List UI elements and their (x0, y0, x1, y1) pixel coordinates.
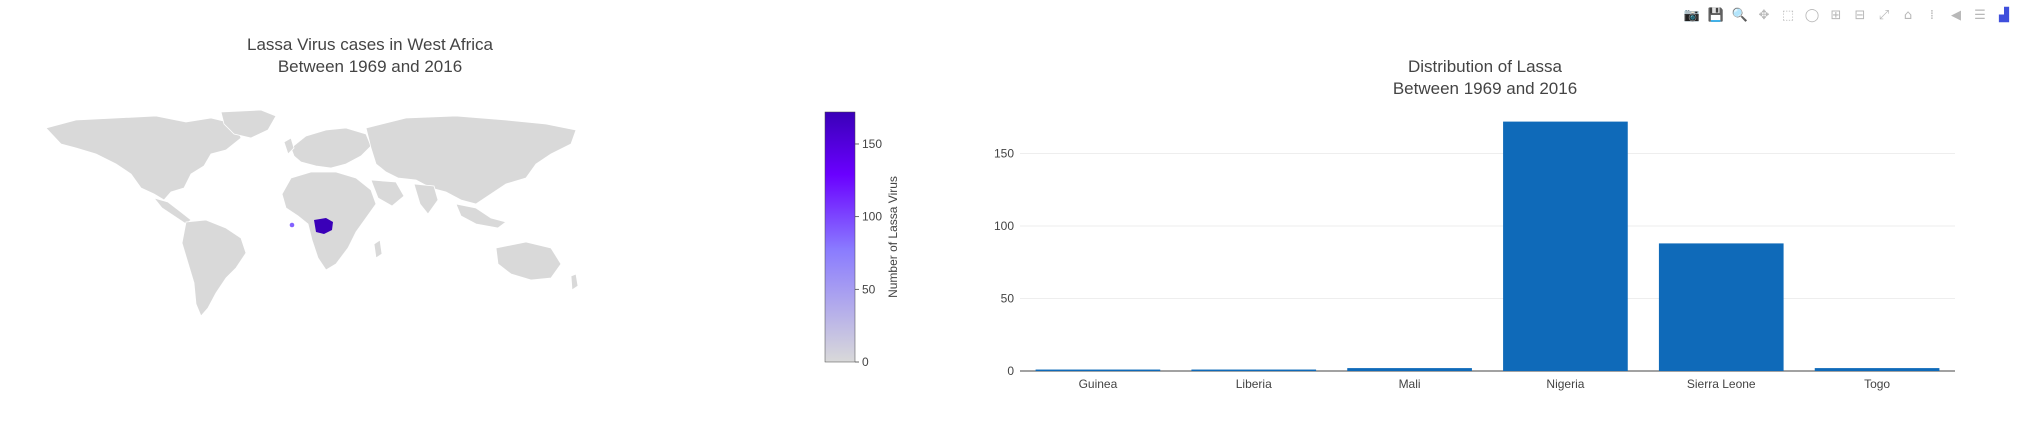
autoscale-icon[interactable]: ⤢ (1878, 7, 1890, 23)
camera-icon[interactable]: 📷 (1683, 7, 1701, 23)
bar-title-line2: Between 1969 and 2016 (1392, 79, 1578, 98)
bar-x-tick-label: Guinea (1079, 377, 1118, 391)
colorbar-tick-label: 150 (862, 137, 882, 151)
bar-gridlines (1020, 153, 1955, 372)
bar-x-tick-label: Togo (1864, 377, 1890, 391)
sierra-leone-region[interactable] (289, 222, 295, 228)
australia-land (495, 241, 562, 281)
central-america-land (152, 197, 192, 225)
bar-y-ticks: 0 50 100 150 (994, 147, 1014, 379)
bar-guinea[interactable] (1035, 369, 1161, 372)
map-title-line2: Between 1969 and 2016 (277, 57, 463, 76)
spike-lines-icon[interactable]: ⁞ (1929, 7, 1935, 23)
bar-title-line1: Distribution of Lassa (1407, 57, 1563, 76)
bar-liberia[interactable] (1191, 369, 1317, 372)
north-america-land (45, 115, 242, 201)
bar-y-tick-label: 150 (994, 147, 1014, 161)
colorbar-tick-label: 100 (862, 210, 882, 224)
south-america-land (181, 219, 247, 317)
colorbar-tick-label: 0 (862, 355, 869, 369)
bar-togo[interactable] (1814, 368, 1940, 371)
colorbar-ticks: 0 50 100 150 (855, 137, 882, 369)
bar-series (1035, 121, 1940, 372)
colorbar: 0 50 100 150 Number of Lassa Virus (824, 111, 900, 369)
pan-icon[interactable]: ✥ (1758, 7, 1770, 23)
colorbar-gradient (824, 111, 856, 363)
colorbar-tick-label: 50 (862, 282, 876, 296)
bar-y-tick-label: 100 (994, 219, 1014, 233)
greenland-land (220, 109, 277, 139)
zoom-in-icon[interactable]: ⊞ (1830, 7, 1842, 23)
arabia-land (370, 179, 405, 207)
zoom-out-icon[interactable]: ⊟ (1854, 7, 1866, 23)
southeast-asia-land (455, 203, 507, 229)
zoom-icon[interactable]: 🔍 (1731, 7, 1749, 23)
bar-y-tick-label: 0 (1007, 364, 1014, 378)
plot-modebar: 📷 💾 🔍 ✥ ⬚ ◯ ⊞ ⊟ ⤢ ⌂ ⁞ ◀ ☰ ▟ (1683, 6, 2013, 24)
bar-x-ticks: Guinea Liberia Mali Nigeria Sierra Leone Togo (1079, 377, 1891, 391)
box-select-icon[interactable]: ⬚ (1781, 7, 1795, 23)
india-land (413, 183, 439, 215)
new-zealand-land (570, 273, 579, 291)
map-title: Lassa Virus cases in West Africa Between… (170, 34, 570, 78)
bar-chart[interactable]: 0 50 100 150 Guinea Liberia Mali Nigeria Sierra… (975, 100, 1965, 400)
uk-land (283, 137, 295, 155)
europe-land (290, 127, 372, 169)
bar-mali[interactable] (1347, 368, 1472, 371)
asia-land (365, 115, 577, 205)
lasso-select-icon[interactable]: ◯ (1804, 7, 1820, 23)
madagascar-land (373, 239, 383, 259)
bar-sierra-leone[interactable] (1658, 243, 1784, 371)
colorbar-title: Number of Lassa Virus (886, 176, 900, 298)
bar-nigeria[interactable] (1503, 121, 1628, 371)
land-masses (45, 109, 579, 317)
bar-y-tick-label: 50 (1001, 292, 1015, 306)
bar-title: Distribution of Lassa Between 1969 and 2… (1280, 56, 1690, 100)
plotly-logo-icon[interactable]: ▟ (1999, 7, 2009, 23)
home-icon[interactable]: ⌂ (1903, 7, 1913, 23)
bar-x-tick-label: Sierra Leone (1687, 377, 1756, 391)
bar-x-tick-label: Liberia (1236, 377, 1272, 391)
hover-compare-icon[interactable]: ☰ (1974, 7, 1986, 23)
bar-x-tick-label: Mali (1399, 377, 1421, 391)
bar-x-tick-label: Nigeria (1546, 377, 1584, 391)
nigeria-region[interactable] (314, 218, 333, 234)
save-icon[interactable]: 💾 (1707, 7, 1725, 23)
hover-closest-icon[interactable]: ◀ (1951, 7, 1961, 23)
map-title-line1: Lassa Virus cases in West Africa (247, 35, 493, 54)
world-map[interactable] (36, 108, 581, 323)
